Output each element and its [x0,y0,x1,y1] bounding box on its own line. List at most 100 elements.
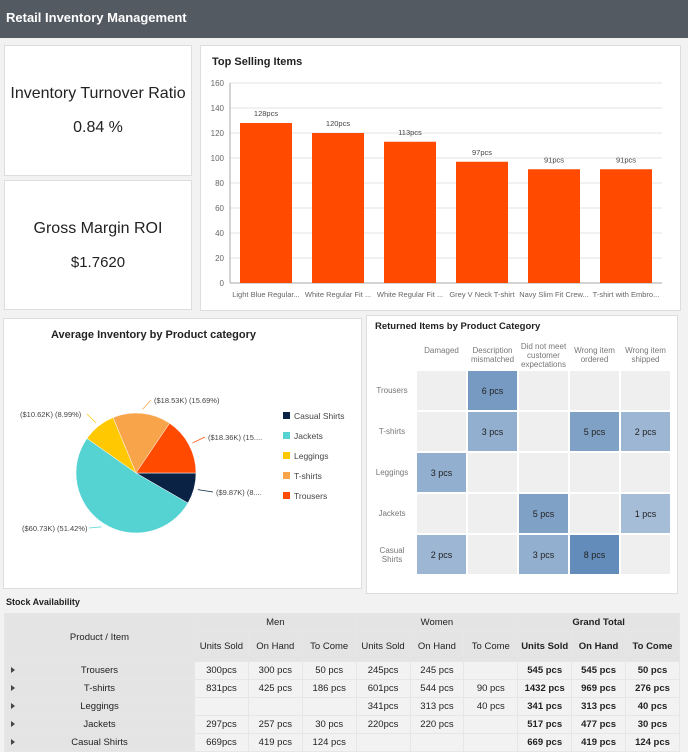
heatmap-cell[interactable] [416,411,467,452]
kpi-label: Inventory Turnover Ratio [10,84,186,102]
kpi-card-turnover: Inventory Turnover Ratio 0.84 % [4,45,192,176]
chart-title: Returned Items by Product Category [375,321,541,332]
heatmap-cell[interactable] [467,493,518,534]
legend-label[interactable]: Casual Shirts [294,411,345,421]
leader-line [197,489,214,493]
kpi-card-roi: Gross Margin ROI $1.7620 [4,180,192,310]
legend-swatch [283,412,290,419]
legend-label[interactable]: T-shirts [294,471,322,481]
legend-swatch [283,432,290,439]
legend-label[interactable]: Trousers [294,491,327,501]
table-cell: 30 pcs [625,715,680,734]
heatmap-cell[interactable]: 2 pcs [620,411,671,452]
y-tick-label: 80 [215,179,224,188]
table-row: T-shirts 831pcs 425 pcs 186 pcs 601pcs 544 pc… [4,679,680,698]
heatmap-cell[interactable] [569,452,620,493]
expand-arrow-icon[interactable] [11,667,15,673]
expand-arrow-icon[interactable] [11,685,15,691]
heatmap-cell[interactable] [518,452,569,493]
legend-label[interactable]: Leggings [294,451,329,461]
y-tick-label: 160 [211,79,225,88]
group-header: Grand Total [517,613,680,632]
table-cell: 300 pcs [247,661,303,680]
bar[interactable] [312,133,364,283]
heatmap-cell[interactable] [467,534,518,575]
column-label: Description mismatched [470,346,515,364]
slice-label: ($9.87K) (8.... [216,488,262,497]
heatmap-cell[interactable] [467,452,518,493]
kpi-value: $1.7620 [70,253,126,271]
row-label: Jackets [378,508,406,518]
bar[interactable] [600,169,652,283]
table-cell: 601pcs [355,679,411,698]
column-header: Units Sold [517,631,573,662]
heatmap-cell[interactable] [620,370,671,411]
table-cell: 669 pcs [517,733,573,752]
table-row: Casual Shirts 669pcs 419 pcs 124 pcs 669 pcs… [4,733,680,752]
legend-swatch [283,452,290,459]
heatmap-cell[interactable]: 3 pcs [467,411,518,452]
expand-arrow-icon[interactable] [11,703,15,709]
bar[interactable] [528,169,580,283]
pie-slice[interactable] [112,412,170,474]
column-header: Units Sold [355,631,411,662]
chart-title: Top Selling Items [212,56,303,68]
y-tick-label: 100 [211,154,225,163]
kpi-value: 0.84 % [73,118,123,136]
heatmap-cell[interactable] [518,411,569,452]
heatmap-cell[interactable] [416,370,467,411]
heatmap-cell[interactable]: 6 pcs [467,370,518,411]
product-name: Casual Shirts [71,737,128,748]
bar[interactable] [240,123,292,283]
pie-slice[interactable] [135,422,197,474]
heatmap-cell[interactable] [620,534,671,575]
heatmap-cell[interactable] [569,493,620,534]
table-cell: 313 pcs [571,697,626,716]
heatmap-cell[interactable]: 2 pcs [416,534,467,575]
heatmap-cell[interactable]: 1 pcs [620,493,671,534]
heatmap-cell[interactable]: 5 pcs [569,411,620,452]
heatmap-cell[interactable]: 3 pcs [518,534,569,575]
data-label: 91pcs [616,155,636,164]
legend-label[interactable]: Jackets [294,431,323,441]
app-header: Retail Inventory Management [0,0,688,38]
column-label: Wrong item ordered [574,346,615,364]
heatmap-cell[interactable]: 5 pcs [518,493,569,534]
expand-arrow-icon[interactable] [11,739,15,745]
table-row: Trousers 300pcs 300 pcs 50 pcs 245pcs 245 pcs… [4,661,680,680]
pie-slice[interactable] [75,438,189,534]
heatmap-cell[interactable] [569,370,620,411]
data-label: 97pcs [472,148,492,157]
y-tick-label: 60 [215,204,224,213]
heatmap-cell[interactable] [416,493,467,534]
row-label: Leggings [375,467,409,477]
table-cell: 341pcs [355,697,411,716]
column-header: To Come [625,631,680,662]
table-cell: 245pcs [355,661,411,680]
data-label: 128pcs [254,109,278,118]
bar[interactable] [456,161,508,283]
data-label: 113pcs [398,128,422,137]
table-cell: 124 pcs [301,733,357,752]
kpi-label: Gross Margin ROI [33,219,163,237]
row-label: Casual Shirts [379,545,405,564]
leader-line [88,526,102,529]
table-cell: 425 pcs [247,679,303,698]
table-cell: 124 pcs [625,733,680,752]
column-header: On Hand [409,631,465,662]
table-cell: 276 pcs [625,679,680,698]
table-cell [301,697,357,716]
y-tick-label: 120 [211,129,225,138]
heatmap-cell[interactable] [518,370,569,411]
expand-arrow-icon[interactable] [11,721,15,727]
heatmap-cell[interactable]: 8 pcs [569,534,620,575]
table-row: Leggings 341pcs 313 pcs 40 pcs 341 pcs 313 pc… [4,697,680,716]
heatmap-cell[interactable] [620,452,671,493]
table-cell: 186 pcs [301,679,357,698]
top-selling-card: Top Selling Items 0 20 40 60 80 100 120 140 160 1… [200,45,681,311]
bar[interactable] [384,141,436,283]
table-cell: 220pcs [355,715,411,734]
heatmap-cell[interactable]: 3 pcs [416,452,467,493]
y-tick-label: 140 [211,104,225,113]
table-cell: 30 pcs [301,715,357,734]
